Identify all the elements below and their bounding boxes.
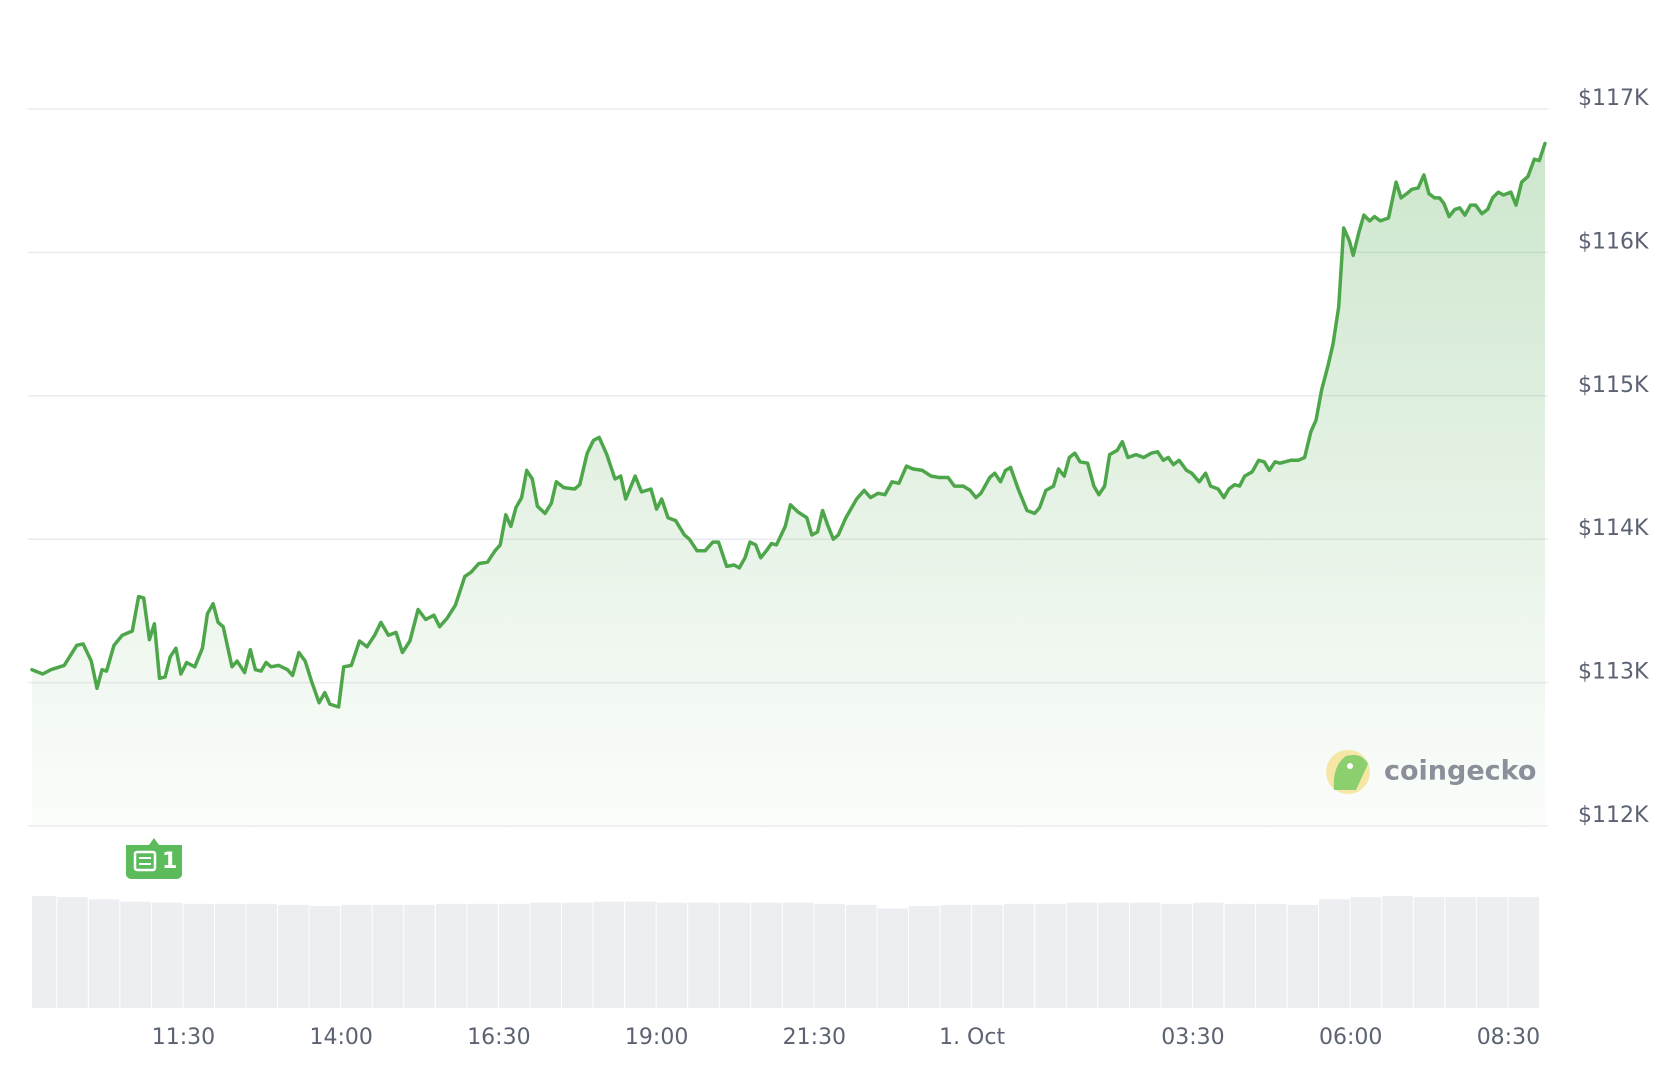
volume-bar — [1382, 896, 1413, 1008]
volume-bar — [1003, 903, 1035, 1008]
volume-bar — [435, 903, 467, 1008]
volume-bar — [32, 896, 57, 1008]
volume-bar — [1035, 903, 1066, 1008]
volume-bar — [593, 901, 625, 1008]
volume-bar — [1319, 899, 1350, 1008]
news-badge[interactable]: 1 — [126, 838, 182, 879]
volume-bar — [120, 901, 151, 1008]
x-tick-label: 06:00 — [1319, 1025, 1382, 1050]
x-tick-label: 03:30 — [1161, 1025, 1224, 1050]
volume-bar — [877, 908, 909, 1008]
volume-bar — [940, 904, 972, 1008]
volume-bar — [1445, 897, 1476, 1008]
volume-bar — [656, 902, 688, 1008]
volume-bar — [341, 904, 372, 1008]
volume-bar — [530, 902, 561, 1008]
volume-bar — [151, 902, 183, 1008]
x-tick-label: 11:30 — [152, 1025, 215, 1050]
volume-bar — [1098, 902, 1129, 1008]
volume-bar — [498, 903, 530, 1008]
volume-bar — [782, 902, 814, 1008]
volume-bar — [625, 901, 656, 1008]
x-tick-label: 19:00 — [625, 1025, 688, 1050]
volume-bar — [214, 903, 246, 1008]
volume-bar — [372, 904, 404, 1008]
volume-bar — [246, 903, 278, 1008]
y-tick-label: $113K — [1578, 660, 1649, 685]
y-tick-label: $116K — [1578, 229, 1649, 254]
y-tick-label: $115K — [1578, 373, 1649, 398]
watermark-eye — [1347, 763, 1353, 769]
volume-bar — [1413, 897, 1445, 1008]
watermark-gecko — [1333, 755, 1368, 790]
x-tick-label: 14:00 — [309, 1025, 372, 1050]
y-tick-label: $112K — [1578, 803, 1649, 828]
volume-bar — [57, 897, 88, 1008]
volume-bar — [1350, 897, 1382, 1008]
badge-count: 1 — [162, 849, 177, 874]
x-tick-label: 1. Oct — [939, 1025, 1005, 1050]
volume-bar — [309, 906, 341, 1008]
badge-icon — [133, 850, 157, 872]
x-tick-label: 21:30 — [783, 1025, 846, 1050]
price-area — [32, 143, 1545, 826]
volume-bar — [561, 902, 593, 1008]
volume-bar — [1476, 897, 1508, 1008]
volume-bar — [909, 906, 940, 1008]
watermark: coingecko — [1326, 750, 1536, 794]
volume-bars — [32, 896, 1539, 1008]
volume-bar — [845, 904, 877, 1008]
volume-bar — [1066, 902, 1098, 1008]
volume-bar — [88, 899, 120, 1008]
watermark-text: coingecko — [1384, 756, 1536, 787]
volume-bar — [1224, 903, 1256, 1008]
volume-bar — [183, 903, 214, 1008]
volume-bar — [972, 904, 1003, 1008]
volume-bar — [278, 904, 309, 1008]
y-tick-label: $117K — [1578, 86, 1649, 111]
plot — [30, 141, 1547, 826]
axis-labels: $112K $113K $114K $115K $116K $117K 11:30 14:00… — [152, 86, 1649, 1050]
x-tick-label: 16:30 — [467, 1025, 530, 1050]
volume-bar — [1161, 903, 1192, 1008]
volume-bar — [404, 904, 435, 1008]
volume-bar — [814, 903, 845, 1008]
volume-bar — [1256, 903, 1287, 1008]
volume-bar — [1192, 902, 1224, 1008]
volume-bar — [688, 902, 719, 1008]
x-tick-label: 08:30 — [1477, 1025, 1540, 1050]
y-tick-label: $114K — [1578, 516, 1649, 541]
volume-bar — [1508, 897, 1539, 1008]
volume-bar — [1129, 902, 1161, 1008]
volume-bar — [719, 902, 751, 1008]
volume-bar — [751, 902, 782, 1008]
price-line — [30, 141, 1547, 709]
volume-bar — [1287, 904, 1319, 1008]
volume-bar — [467, 903, 498, 1008]
